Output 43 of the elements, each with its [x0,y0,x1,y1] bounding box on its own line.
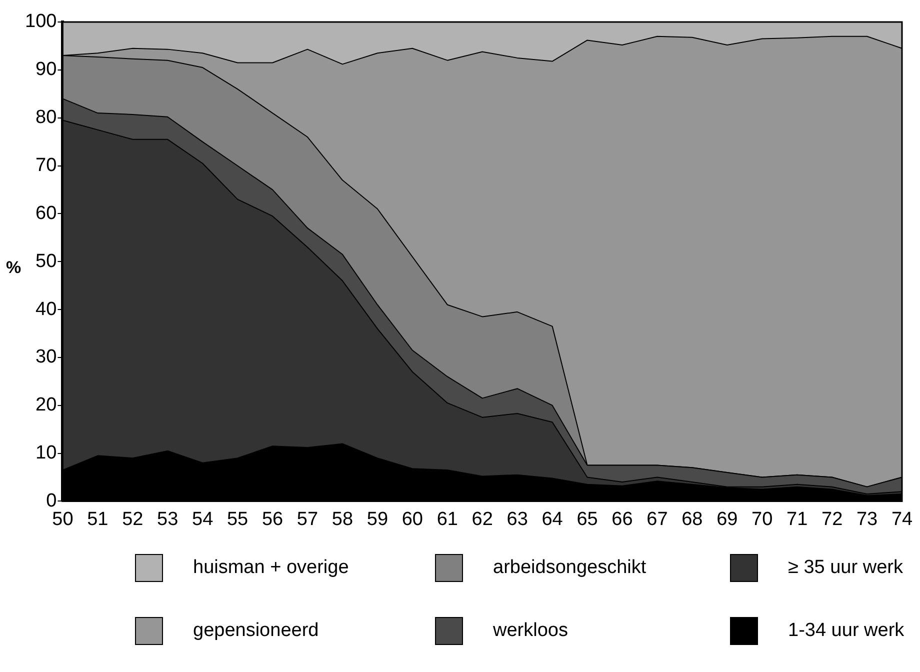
legend-label: ≥ 35 uur werk [788,556,903,578]
x-tick-label: 72 [821,508,843,530]
x-tick-label: 58 [332,508,354,530]
y-tick-label: 30 [36,346,57,368]
x-tick-label: 65 [576,508,598,530]
y-tick-label: 90 [36,59,57,80]
x-tick-label: 57 [296,508,318,530]
y-tick-label: 100 [25,11,57,32]
legend-label: gepensioneerd [193,620,319,642]
y-tick-label: 40 [36,298,57,320]
x-tick-label: 51 [87,508,108,530]
x-tick-label: 53 [157,508,178,530]
x-tick-label: 68 [682,508,703,530]
x-tick-label: 59 [366,508,388,530]
y-axis-title: % [6,258,22,278]
x-tick-label: 50 [52,508,74,530]
x-tick-label: 60 [402,508,423,530]
x-tick-label: 56 [262,508,284,530]
x-tick-label: 74 [891,508,913,530]
y-tick-label: 60 [36,202,57,224]
x-tick-label: 64 [542,508,564,530]
x-tick-label: 73 [856,508,878,530]
x-tick-label: 63 [506,508,528,530]
y-tick-label: 20 [36,394,57,416]
x-tick-label: 66 [612,508,633,530]
y-tick-label: 50 [36,250,57,272]
x-tick-label: 67 [646,508,668,530]
y-tick-label: 70 [36,154,57,176]
x-tick-label: 54 [192,508,214,530]
x-tick-label: 62 [472,508,493,530]
x-tick-label: 61 [436,508,458,530]
legend-label: werkloos [493,620,568,642]
y-tick-label: 80 [36,107,57,128]
legend-label: 1-34 uur werk [788,620,904,642]
y-tick-label: 10 [36,442,57,464]
x-tick-label: 52 [122,508,144,530]
x-tick-label: 70 [752,508,773,530]
y-tick-label: 0 [46,490,57,512]
legend-label: arbeidsongeschikt [493,556,646,578]
x-tick-label: 71 [786,508,808,530]
x-tick-label: 69 [716,508,738,530]
x-tick-label: 55 [226,508,248,530]
legend-label: huisman + overige [193,556,349,578]
